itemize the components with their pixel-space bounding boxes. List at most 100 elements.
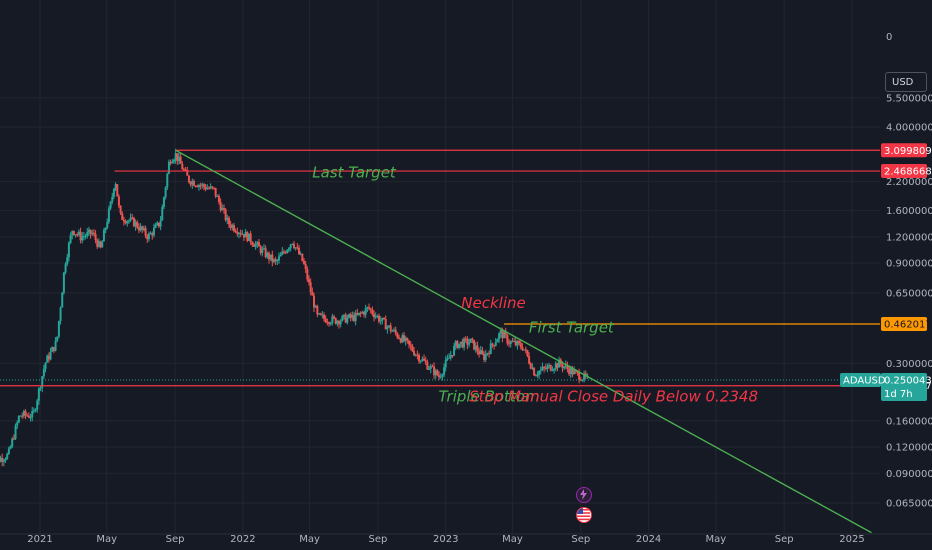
candle-body [14, 425, 17, 439]
candle-body [257, 242, 260, 247]
candle-body [51, 347, 54, 352]
candle-body [219, 202, 222, 211]
candle-body [19, 415, 22, 417]
candle-body [96, 240, 99, 247]
candle-body [531, 367, 534, 369]
x-tick-label: May [96, 534, 117, 545]
candle-body [181, 163, 184, 170]
candle-body [456, 341, 459, 348]
candle-body [418, 354, 421, 362]
candle-body [486, 353, 489, 355]
level-badge-label: 3.099809 [884, 146, 932, 157]
candle-body [154, 224, 157, 228]
candle-body [231, 225, 234, 228]
candle-body [424, 360, 427, 363]
candle-body [503, 331, 506, 339]
candle-body [282, 251, 285, 253]
candle-body [174, 153, 177, 160]
candle-body [524, 349, 527, 351]
x-tick-label: 2023 [433, 534, 458, 545]
candle-body [349, 314, 352, 318]
candle-body [374, 316, 377, 318]
candle-body [286, 249, 289, 253]
candle-body [109, 201, 112, 209]
candle-body [281, 251, 284, 255]
candle-body [284, 252, 287, 254]
candle-body [262, 248, 265, 250]
y-tick-label: 4.000000 [886, 123, 932, 134]
candle-body [111, 196, 114, 202]
candle-body [126, 221, 129, 224]
candle-body [222, 207, 225, 210]
candle-body [121, 213, 124, 221]
candle-body [538, 371, 541, 375]
candle-body [423, 358, 426, 361]
candle-body [396, 333, 399, 338]
candle-body [237, 232, 240, 234]
candle-body [214, 187, 217, 197]
candle-body [558, 359, 561, 368]
candle-body [529, 363, 532, 369]
candle-body [199, 185, 202, 187]
candle-body [519, 342, 522, 348]
candle-body [319, 313, 322, 315]
candle-body [391, 330, 394, 332]
candle-body [202, 184, 205, 187]
candle-body [454, 341, 457, 346]
candle-body [506, 334, 509, 344]
candle-body [71, 230, 74, 236]
y-tick-label: 0.900000 [886, 259, 932, 270]
candle-body [489, 343, 492, 354]
candle-body [329, 323, 332, 325]
candle-body [336, 320, 339, 324]
candle-body [41, 376, 44, 388]
candle-body [24, 411, 27, 416]
candle-body [252, 244, 255, 247]
candle-body [578, 372, 581, 380]
candle-body [94, 234, 97, 241]
candle-body [516, 341, 519, 346]
candle-body [419, 360, 422, 362]
candle-body [408, 340, 411, 345]
candle-body [359, 312, 362, 314]
candle-body [351, 315, 354, 318]
candle-body [311, 291, 314, 296]
candle-body [87, 229, 90, 233]
candle-body [241, 233, 244, 235]
us-flag-event-icon[interactable] [576, 507, 592, 523]
candle-body [498, 333, 501, 340]
candle-body [366, 307, 369, 309]
candle-body [201, 184, 204, 186]
candle-body [436, 370, 439, 376]
candle-body [493, 345, 496, 347]
y-tick-label: 0.650000 [886, 288, 932, 299]
currency-button[interactable]: USD [885, 72, 927, 92]
candle-body [354, 313, 357, 321]
candle-body [313, 295, 316, 308]
candle-body [142, 228, 145, 230]
candle-body [157, 222, 160, 227]
candle-body [554, 363, 557, 370]
candle-body [217, 196, 220, 203]
candle-body [434, 370, 437, 376]
candle-body [182, 169, 185, 171]
candle-body [84, 236, 87, 238]
candle-body [476, 345, 479, 352]
descending-trendline[interactable] [175, 149, 872, 534]
candle-body [501, 329, 504, 339]
candle-body [246, 231, 249, 241]
candle-body [406, 337, 409, 341]
candle-body [216, 196, 219, 198]
symbol-label: ADAUSD [843, 376, 886, 387]
candle-body [11, 438, 14, 447]
lightning-event-icon[interactable] [576, 487, 592, 503]
candle-body [509, 341, 512, 345]
candle-body [441, 374, 444, 377]
candle-body [414, 354, 417, 356]
candle-body [259, 246, 262, 253]
candle-body [254, 244, 257, 247]
candle-body [236, 232, 239, 234]
candle-body [67, 242, 70, 258]
